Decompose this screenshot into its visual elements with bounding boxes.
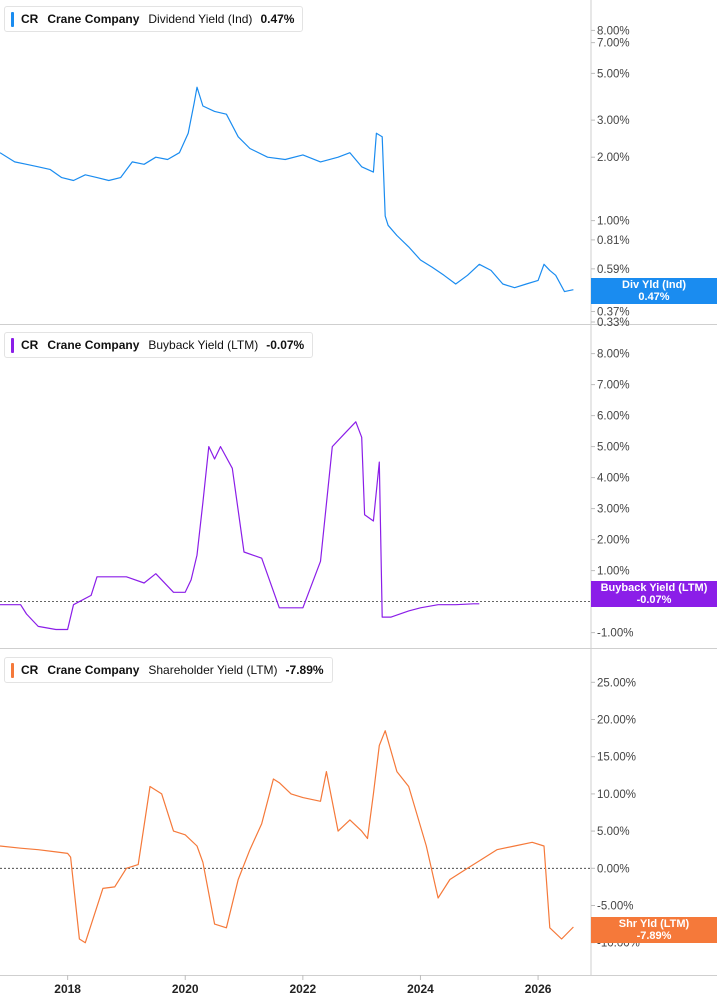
y-tick-label: 1.00% <box>597 216 630 228</box>
y-tick-label: 15.00% <box>597 752 636 764</box>
y-tick-label: 20.00% <box>597 715 636 727</box>
y-tick-label: 7.00% <box>597 38 630 50</box>
legend-color-swatch <box>11 337 14 353</box>
legend-metric: Dividend Yield (Ind) <box>148 12 253 26</box>
x-tick-label: 2026 <box>525 982 552 996</box>
legend-company: Crane Company <box>47 12 140 26</box>
y-tick-label: 5.00% <box>597 826 630 838</box>
y-tick-label: 2.00% <box>597 152 630 164</box>
tag-value: -7.89% <box>636 930 672 942</box>
x-tick-label: 2020 <box>172 982 199 996</box>
legend-value: -0.07% <box>266 338 305 352</box>
tag-value: -0.07% <box>636 594 672 606</box>
current-value-tag-dividend: Div Yld (Ind) 0.47% <box>591 278 717 304</box>
tag-label: Buyback Yield (LTM) <box>600 582 708 594</box>
y-tick-label: 8.00% <box>597 349 630 361</box>
legend-metric: Buyback Yield (LTM) <box>148 338 259 352</box>
y-tick-label: 2.00% <box>597 535 630 547</box>
legend-ticker: CR <box>21 12 39 26</box>
y-tick-label: 3.00% <box>597 115 630 127</box>
y-tick-label: 25.00% <box>597 677 636 689</box>
y-tick-label: -5.00% <box>597 900 633 912</box>
tag-label: Div Yld (Ind) <box>622 279 686 291</box>
x-tick-label: 2022 <box>289 982 316 996</box>
legend-value: -7.89% <box>285 663 324 677</box>
y-tick-label: 8.00% <box>597 25 630 37</box>
legend-ticker: CR <box>21 663 39 677</box>
tag-label: Shr Yld (LTM) <box>618 918 690 930</box>
y-tick-label: -1.00% <box>597 628 633 640</box>
y-tick-label: 3.00% <box>597 504 630 516</box>
x-tick-label: 2018 <box>54 982 81 996</box>
tag-value: 0.47% <box>638 291 670 303</box>
current-value-tag-shareholder: Shr Yld (LTM) -7.89% <box>591 917 717 943</box>
legend-dividend-yield[interactable]: CR Crane Company Dividend Yield (Ind) 0.… <box>4 6 304 32</box>
y-tick-label: 0.59% <box>597 264 630 276</box>
legend-ticker: CR <box>21 338 39 352</box>
y-tick-label: 4.00% <box>597 473 630 485</box>
y-tick-label: 5.00% <box>597 442 630 454</box>
y-tick-label: 0.33% <box>597 317 630 329</box>
y-tick-label: 0.37% <box>597 307 630 319</box>
legend-buyback-yield[interactable]: CR Crane Company Buyback Yield (LTM) -0.… <box>4 332 314 358</box>
legend-metric: Shareholder Yield (LTM) <box>148 663 278 677</box>
series-line-shareholder-yield-ltm- <box>0 730 574 944</box>
series-line-buyback-yield-ltm- <box>0 421 480 631</box>
x-tick-label: 2024 <box>407 982 434 996</box>
y-tick-label: 0.81% <box>597 235 630 247</box>
y-tick-label: 7.00% <box>597 380 630 392</box>
y-tick-label: 1.00% <box>597 566 630 578</box>
legend-company: Crane Company <box>47 663 140 677</box>
legend-color-swatch <box>11 662 14 678</box>
legend-color-swatch <box>11 11 14 27</box>
y-tick-label: 10.00% <box>597 789 636 801</box>
series-line-dividend-yield-ind- <box>0 86 574 293</box>
y-tick-label: 6.00% <box>597 411 630 423</box>
y-tick-label: 0.00% <box>597 863 630 875</box>
current-value-tag-buyback: Buyback Yield (LTM) -0.07% <box>591 581 717 607</box>
legend-company: Crane Company <box>47 338 140 352</box>
y-tick-label: 5.00% <box>597 68 630 80</box>
legend-value: 0.47% <box>260 12 295 26</box>
legend-shareholder-yield[interactable]: CR Crane Company Shareholder Yield (LTM)… <box>4 657 333 683</box>
